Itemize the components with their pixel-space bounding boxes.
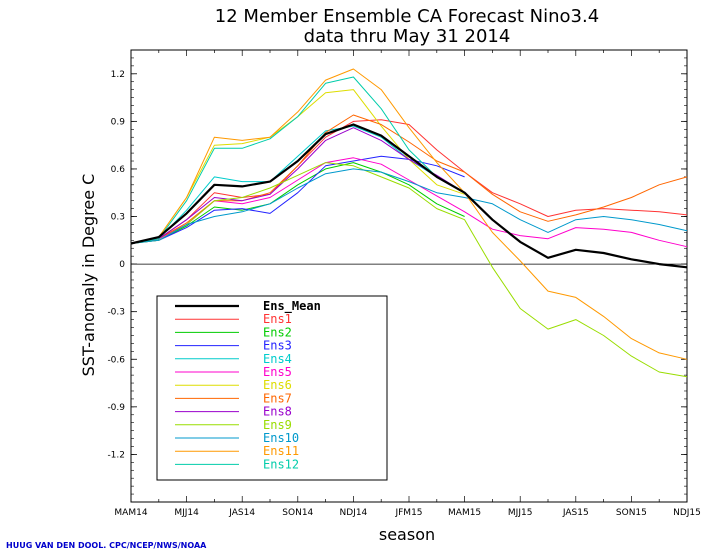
legend-label-ens5: Ens5 xyxy=(263,365,292,379)
series-line-ens10 xyxy=(130,168,688,244)
y-tick-label: 0.3 xyxy=(111,213,125,223)
legend-label-ens4: Ens4 xyxy=(263,352,292,366)
series-line-ens5 xyxy=(130,157,688,248)
series-line-ens7 xyxy=(130,114,688,244)
series-line-ens9 xyxy=(130,162,688,378)
x-tick-label: SON14 xyxy=(282,508,313,518)
series-line-ens2 xyxy=(130,162,465,244)
legend-label-ens2: Ens2 xyxy=(263,325,292,339)
y-tick-label: 0.6 xyxy=(111,165,126,175)
legend-label-ens12: Ens12 xyxy=(263,457,299,471)
legend-box xyxy=(156,295,388,481)
y-tick-label: 0 xyxy=(119,260,125,270)
x-tick-label: MJJ15 xyxy=(508,508,533,518)
y-tick-label: 0.9 xyxy=(111,117,126,127)
x-tick-label: JAS14 xyxy=(228,508,255,518)
plot-area: 1.2 0.9 0.6 0.3 0 -0.3 -0.6 -0.9 -1.2 MAM14 MJJ14 J… xyxy=(107,49,701,518)
x-tick-label: MJJ14 xyxy=(174,508,199,518)
credit-text: HUUG VAN DEN DOOL. CPC/NCEP/NWS/NOAA xyxy=(6,541,207,550)
x-tick-label: NDJ15 xyxy=(673,508,701,518)
y-axis-label: SST-anomaly in Degree C xyxy=(79,174,98,377)
x-tick-label: JAS15 xyxy=(562,508,589,518)
series-line-ens8 xyxy=(130,127,465,244)
y-tick-label: -0.3 xyxy=(107,308,125,318)
x-tick-label: MAM15 xyxy=(448,508,481,518)
chart-subtitle: data thru May 31 2014 xyxy=(304,26,511,47)
series-line-ens6 xyxy=(130,89,465,244)
legend-label-ens7: Ens7 xyxy=(263,391,292,405)
x-tick-label: MAM14 xyxy=(114,508,147,518)
legend-label-ens8: Ens8 xyxy=(263,405,292,419)
series-line-ens11 xyxy=(130,68,688,360)
legend-label-ens-mean: Ens_Mean xyxy=(263,299,321,314)
y-tick-label: -0.6 xyxy=(107,355,125,365)
legend-label-ens1: Ens1 xyxy=(263,312,292,326)
legend-label-ens11: Ens11 xyxy=(263,444,299,458)
series-line-ens12 xyxy=(130,76,465,244)
x-tick-label: SON15 xyxy=(616,508,647,518)
y-tick-label: -1.2 xyxy=(107,450,125,460)
y-tick-label: -0.9 xyxy=(107,403,125,413)
chart-title: 12 Member Ensemble CA Forecast Nino3.4 xyxy=(215,6,599,27)
legend-label-ens3: Ens3 xyxy=(263,339,292,353)
x-tick-label: JFM15 xyxy=(394,508,422,518)
x-axis-label: season xyxy=(379,525,435,544)
legend-label-ens9: Ens9 xyxy=(263,418,292,432)
y-tick-label: 1.2 xyxy=(111,70,125,80)
legend-label-ens6: Ens6 xyxy=(263,378,292,392)
series-line-ens-mean xyxy=(130,123,688,269)
legend-label-ens10: Ens10 xyxy=(263,431,299,445)
x-tick-label: NDJ14 xyxy=(340,508,368,518)
